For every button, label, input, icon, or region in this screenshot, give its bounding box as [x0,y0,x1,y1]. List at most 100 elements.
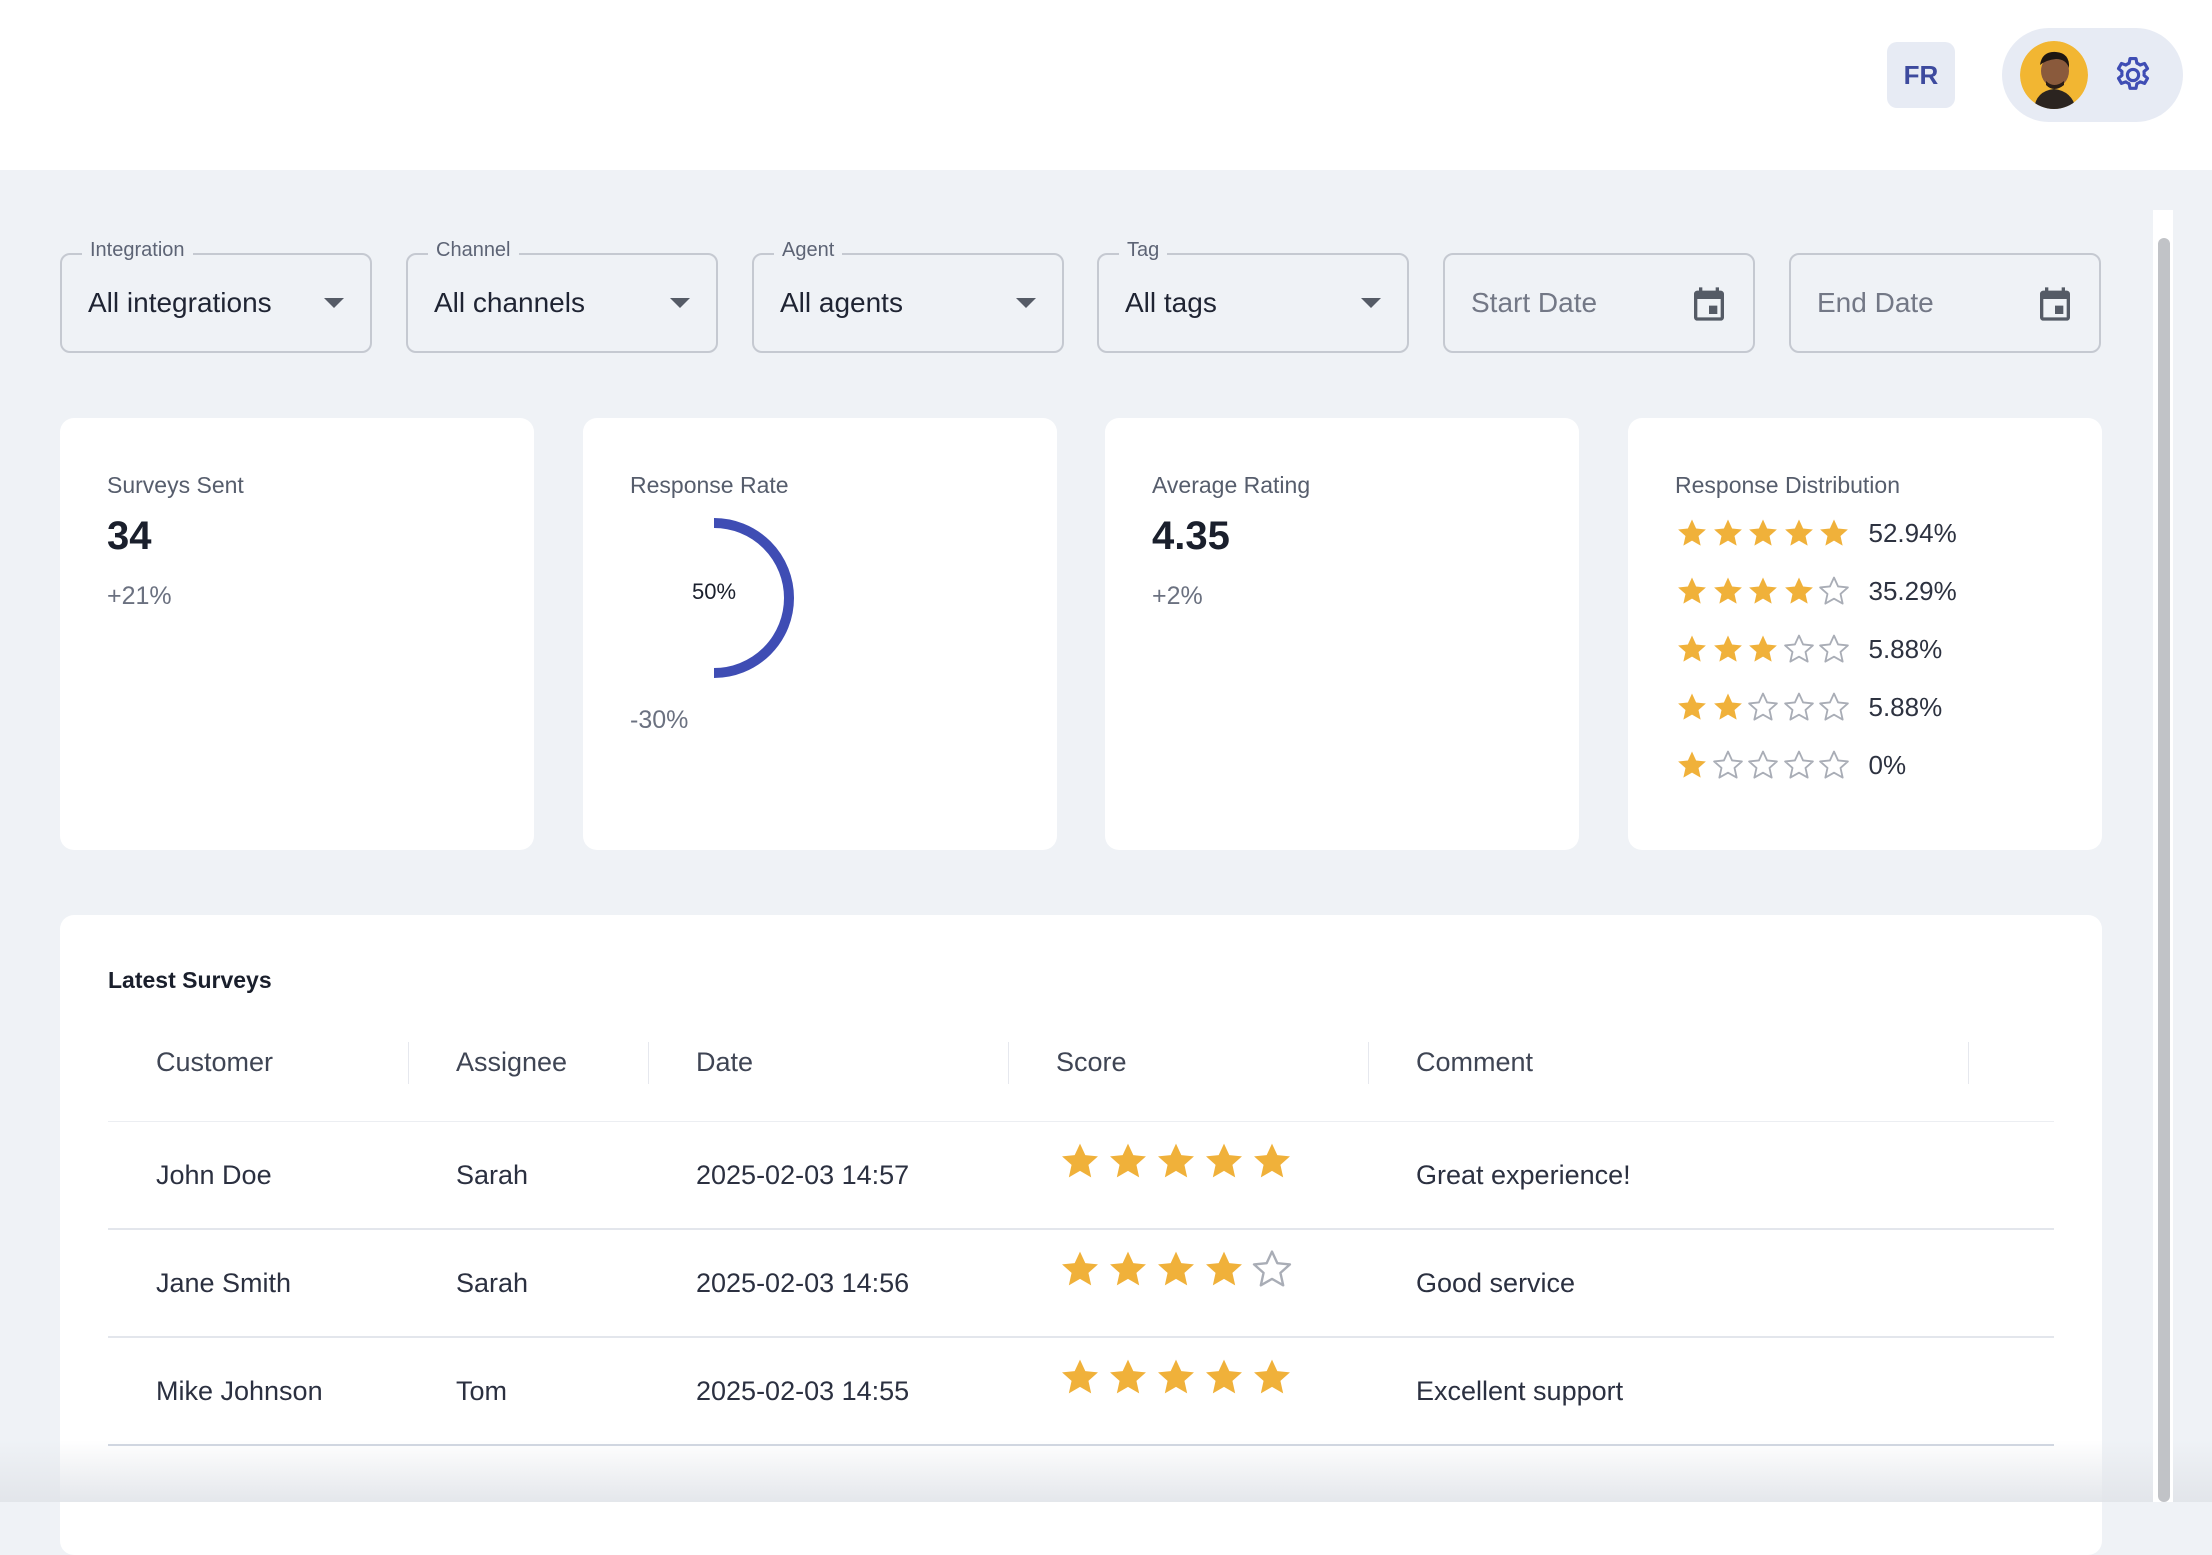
column-divider [1368,1042,1369,1084]
response-rate-card: Response Rate 50% -30% [583,418,1057,850]
column-divider [648,1042,649,1084]
tag-select[interactable]: Tag All tags [1097,239,1409,353]
score-stars [1058,1139,1298,1183]
star-empty-icon [1783,750,1814,779]
top-bar: FR [0,0,2212,170]
cell-date: 2025-02-03 14:57 [696,1160,910,1190]
channel-select[interactable]: Channel All channels [406,239,718,353]
card-value: 34 [107,514,152,558]
star-empty-icon [1748,750,1778,779]
scrollbar-thumb[interactable] [2158,238,2170,1502]
tag-value: All tags [1125,287,1217,318]
distribution-row: 35.29% [1675,571,1957,611]
star-filled-icon [1678,751,1706,778]
agent-select[interactable]: Agent All agents [752,239,1064,353]
caret-down-icon [1361,298,1381,308]
cell-assignee: Sarah [456,1160,529,1190]
distribution-percent: 5.88% [1868,633,1943,664]
star-filled-icon [1158,1143,1194,1178]
cell-date: 2025-02-03 14:56 [696,1268,910,1298]
column-divider [1008,1042,1009,1084]
cell-customer: John Doe [156,1160,272,1190]
distribution-row: 52.94% [1675,513,1957,553]
cell-customer: Mike Johnson [156,1376,323,1406]
star-empty-icon [1819,750,1849,779]
tag-label: Tag [1119,239,1168,262]
agent-value: All agents [780,287,903,318]
star-filled-icon [1678,693,1706,720]
star-filled-icon [1110,1359,1146,1394]
star-filled-icon [1713,577,1742,604]
star-filled-icon [1206,1251,1242,1286]
end-date-placeholder: End Date [1817,287,1934,318]
star-empty-icon [1712,750,1743,779]
surveys-sent-card: Surveys Sent 34 +21% [60,418,534,850]
star-filled-icon [1158,1251,1194,1286]
start-date-placeholder: Start Date [1471,287,1598,318]
distribution-percent: 0% [1868,749,1907,780]
cell-comment: Excellent support [1416,1376,1624,1406]
language-button[interactable]: FR [1887,42,1955,108]
column-header-score[interactable]: Score [1056,1047,1127,1077]
star-rating [1675,574,1853,608]
star-empty-icon [1783,692,1814,721]
star-filled-icon [1254,1143,1290,1178]
channel-value: All channels [434,287,585,318]
star-filled-icon [1110,1143,1146,1178]
distribution-percent: 5.88% [1868,691,1943,722]
star-rating [1675,516,1853,550]
cell-assignee: Tom [456,1376,508,1406]
user-menu[interactable] [2002,28,2183,122]
row-divider [108,1228,2054,1230]
cell-customer: Jane Smith [156,1268,292,1298]
star-empty-icon [1783,634,1814,663]
column-header-customer[interactable]: Customer [156,1047,274,1077]
star-filled-icon [1713,693,1742,720]
star-filled-icon [1062,1359,1098,1394]
card-title: Average Rating [1152,472,1311,498]
distribution-percent: 35.29% [1868,575,1957,606]
star-filled-icon [1062,1251,1098,1286]
star-filled-icon [1678,635,1706,662]
channel-label: Channel [428,239,519,262]
distribution-row: 5.88% [1675,687,1942,727]
distribution-row: 5.88% [1675,629,1942,669]
column-header-comment[interactable]: Comment [1416,1047,1534,1077]
cell-comment: Good service [1416,1268,1576,1298]
star-rating [1675,632,1853,666]
calendar-icon[interactable] [1689,283,1729,325]
gauge-arc [713,518,794,678]
column-header-date[interactable]: Date [696,1047,754,1077]
gear-icon[interactable] [2112,54,2154,96]
table-title: Latest Surveys [108,967,272,993]
agent-label: Agent [774,239,843,262]
cell-date: 2025-02-03 14:55 [696,1376,910,1406]
row-divider [108,1336,2054,1338]
card-value: 4.35 [1152,514,1230,558]
score-stars [1058,1355,1298,1399]
calendar-icon[interactable] [2035,283,2075,325]
integration-select[interactable]: Integration All integrations [60,239,372,353]
column-divider [408,1042,409,1084]
caret-down-icon [1016,298,1036,308]
card-title: Response Rate [630,472,789,498]
star-filled-icon [1713,635,1742,662]
column-divider [1968,1042,1969,1084]
star-empty-icon [1748,692,1778,721]
star-filled-icon [1678,519,1706,546]
card-title: Surveys Sent [107,472,244,498]
distribution-percent: 52.94% [1868,517,1957,548]
star-filled-icon [1713,519,1742,546]
star-filled-icon [1206,1143,1242,1178]
column-header-assignee[interactable]: Assignee [456,1047,568,1077]
star-filled-icon [1110,1251,1146,1286]
cell-assignee: Sarah [456,1268,529,1298]
avatar[interactable] [2020,41,2088,109]
end-date-field[interactable]: End Date [1789,253,2101,353]
star-filled-icon [1784,577,1813,604]
distribution-row: 0% [1675,745,1906,785]
start-date-field[interactable]: Start Date [1443,253,1755,353]
average-rating-card: Average Rating 4.35 +2% [1105,418,1579,850]
card-delta: -30% [630,706,689,734]
caret-down-icon [324,298,344,308]
